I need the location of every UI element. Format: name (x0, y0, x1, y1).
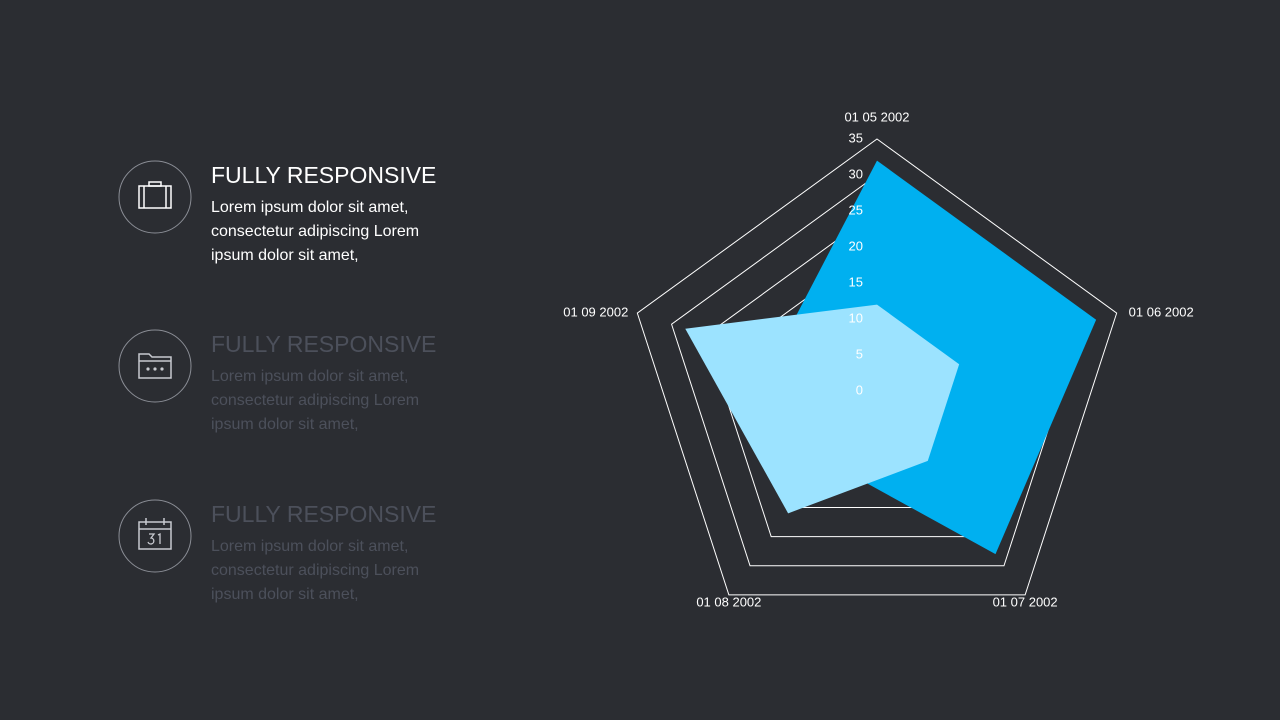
series-area (685, 304, 960, 514)
feature: FULLY RESPONSIVE Lorem ipsum dolor sit a… (118, 329, 518, 433)
tick-label: 20 (849, 238, 863, 253)
category-label: 01 07 2002 (993, 594, 1058, 609)
tick-label: 0 (856, 382, 863, 397)
category-label: 01 08 2002 (696, 594, 761, 609)
icon (118, 499, 192, 573)
tick-label: 10 (849, 310, 863, 325)
grid-line (636, 138, 1118, 596)
tick-label: 35 (849, 130, 863, 145)
tick-label: 25 (849, 202, 863, 217)
feature: FULLY RESPONSIVE Lorem ipsum dolor sit a… (118, 160, 518, 264)
icon (118, 160, 192, 234)
tick-label: 15 (849, 274, 863, 289)
feature: FULLY RESPONSIVE Lorem ipsum dolor sit a… (118, 499, 518, 603)
feature-text: Lorem ipsum dolor sit amet, consectetur … (211, 199, 420, 264)
feature-text: Lorem ipsum dolor sit amet, consectetur … (211, 368, 420, 433)
category-label: 01 05 2002 (844, 109, 909, 124)
feature-title: FULLY RESPONSIVE (211, 501, 437, 527)
icon (118, 329, 192, 403)
tick-label: 30 (849, 166, 863, 181)
feature-text: Lorem ipsum dolor sit amet, consectetur … (211, 538, 420, 603)
feature-title: FULLY RESPONSIVE (211, 331, 437, 357)
feature-title: FULLY RESPONSIVE (211, 162, 437, 188)
tick-label: 5 (856, 346, 863, 361)
category-label: 01 06 2002 (1129, 305, 1194, 320)
category-label: 01 09 2002 (563, 305, 628, 320)
